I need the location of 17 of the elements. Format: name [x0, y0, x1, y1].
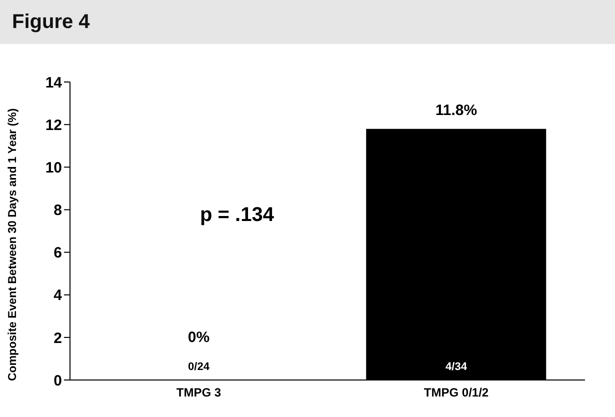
x-tick-label: TMPG 0/1/2: [424, 386, 489, 400]
y-tick-label: 6: [54, 244, 62, 262]
y-tick-label: 2: [54, 330, 62, 347]
annotation: 4/34: [446, 361, 468, 373]
y-tick-label: 12: [45, 116, 62, 134]
y-tick-label: 14: [45, 74, 63, 92]
y-tick-label: 4: [54, 287, 63, 304]
chart-title: Figure 4: [0, 0, 615, 44]
y-tick-label: 0: [54, 372, 62, 390]
y-axis-title: Composite Event Between 30 Days and 1 Year (%): [7, 108, 20, 381]
data-label: 0%: [188, 329, 210, 346]
y-tick-label: 10: [45, 159, 62, 176]
data-label: 11.8%: [435, 102, 478, 119]
y-tick-label: 8: [54, 202, 62, 220]
annotation: p = .134: [200, 204, 274, 227]
x-tick-label: TMPG 3: [176, 386, 222, 400]
annotation: 0/24: [188, 361, 210, 373]
